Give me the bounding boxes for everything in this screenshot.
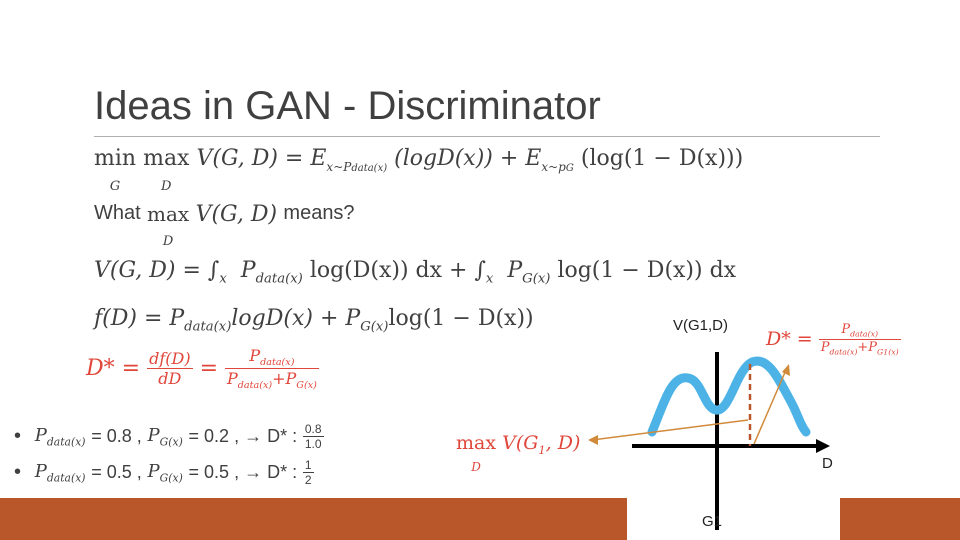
- bullet-item-2: • Pdata(x) = 0.5 , PG(x) = 0.5 , → D* : …: [14, 458, 314, 487]
- integral-lhs: V(G, D) = ∫: [94, 258, 220, 283]
- figure-dstar-num-sub: data(x): [850, 329, 879, 339]
- integral-p2-sub: G(x): [522, 271, 551, 287]
- bullet-item-1: • Pdata(x) = 0.8 , PG(x) = 0.2 , → D* : …: [14, 422, 324, 451]
- max-value-label: max D V(G1, D): [456, 432, 580, 476]
- max-value-expr-tail: , D): [545, 432, 581, 454]
- min-operator: min: [94, 146, 137, 171]
- bullet2-pg: P: [147, 460, 160, 482]
- title-divider: [94, 136, 880, 137]
- dstar-arrowhead: [782, 364, 790, 376]
- fD-equation: f(D) = Pdata(x)logD(x) + PG(x)log(1 − D(…: [94, 306, 534, 334]
- e2-subscript: x~p: [541, 160, 566, 174]
- figure-dstar-den-b-sub: G1(x): [877, 347, 899, 357]
- figure-dstar-den-plus: +P: [857, 339, 878, 355]
- bullet1-frac-den: 1.0: [304, 437, 322, 451]
- bottom-axis-label: G1: [702, 513, 722, 530]
- question-line: What max D V(G, D) means?: [94, 202, 355, 250]
- figure-dstar-den-a: P: [820, 339, 830, 355]
- figure-label-panel: [627, 495, 840, 540]
- bullet2-frac-den: 2: [304, 473, 312, 487]
- dstar-arrow: [753, 369, 787, 445]
- question-expr: V(G, D): [195, 202, 278, 227]
- max-value-expr-sub: 1: [538, 442, 546, 457]
- value-curve: [647, 356, 811, 437]
- figure-dstar-num: P: [841, 322, 851, 337]
- bullet1-eq1: = 0.8 ,: [91, 426, 142, 446]
- bullet1-pg: P: [147, 424, 160, 446]
- bullet2-eq1: = 0.5 ,: [91, 462, 142, 482]
- question-pre: What: [94, 202, 141, 224]
- bullet1-pg-sub: G(x): [159, 435, 183, 449]
- integral-t2: log(1 − D(x)) dx: [557, 258, 737, 283]
- dstar-frac2-den-a-sub: data(x): [237, 380, 273, 392]
- bullet1-frac-num: 0.8: [302, 422, 324, 437]
- dstar-frac2-num-sub: data(x): [260, 357, 295, 369]
- question-post: means?: [283, 202, 355, 224]
- slide-title: Ideas in GAN - Discriminator: [94, 84, 601, 128]
- figure-dstar-den-a-sub: data(x): [829, 347, 858, 357]
- e2-subsubscript: G: [565, 163, 574, 174]
- integral-equation: V(G, D) = ∫x Pdata(x) log(D(x)) dx + ∫x …: [94, 258, 736, 286]
- minimax-equation: min G max D V(G, D) = Ex~Pdata(x) (logD(…: [94, 146, 743, 196]
- max-operator: max: [143, 146, 190, 171]
- y-axis-label: V(G1,D): [673, 317, 728, 334]
- question-max-sub: D: [162, 234, 174, 249]
- bullet2-eq2: = 0.5 , → D* :: [188, 462, 298, 482]
- dstar-frac2-num: P: [249, 346, 261, 365]
- bullet2-pdata-sub: data(x): [46, 471, 86, 485]
- figure-dstar-label: D* = Pdata(x) Pdata(x)+PG1(x): [766, 322, 901, 356]
- question-max: max: [147, 202, 190, 226]
- dstar-frac1-num: df(D): [147, 349, 193, 370]
- max-subscript: D: [161, 179, 172, 194]
- bullet2-frac-num: 1: [302, 458, 314, 473]
- integral-p1: P: [240, 258, 256, 283]
- integral2-sub: x: [485, 271, 494, 287]
- dstar-lhs: D* =: [86, 356, 141, 382]
- bullet2-pdata: P: [34, 460, 47, 482]
- integral-p2: P: [507, 258, 523, 283]
- integral-p1-sub: data(x): [255, 271, 303, 287]
- max-value-op: max: [456, 432, 497, 454]
- fD-p2-sub: G(x): [360, 319, 389, 335]
- fD-t1: logD(x) + P: [231, 306, 361, 331]
- integral-t1: log(D(x)) dx + ∫: [309, 258, 486, 283]
- max-value-sub: D: [471, 460, 481, 474]
- bullet-dot: •: [14, 461, 22, 483]
- dstar-frac1-den: dD: [158, 369, 182, 389]
- e1-subsubscript: data(x): [351, 163, 388, 174]
- max-arrowhead: [588, 435, 598, 445]
- fD-t2: log(1 − D(x)): [388, 306, 534, 331]
- bullet-dot: •: [14, 425, 22, 447]
- fD-p1-sub: data(x): [184, 319, 232, 335]
- min-subscript: G: [109, 179, 121, 194]
- bullet1-eq2: = 0.2 , → D* :: [188, 426, 298, 446]
- x-axis-arrowhead: [816, 439, 830, 453]
- bullet1-pdata-sub: data(x): [46, 435, 86, 449]
- max-value-expr: V(G: [502, 432, 539, 454]
- integral1-sub: x: [219, 271, 227, 287]
- dstar-equation: D* = df(D) dD = Pdata(x) Pdata(x)+PG(x): [86, 346, 319, 391]
- e1-subscript: x~P: [326, 160, 352, 174]
- bullet1-pdata: P: [34, 424, 47, 446]
- minimax-tail: (log(1 − D(x))): [580, 146, 744, 171]
- minimax-body: V(G, D) = E: [196, 146, 327, 171]
- bullet2-pg-sub: G(x): [159, 471, 183, 485]
- fD-lhs: f(D) = P: [94, 306, 185, 331]
- x-axis-label: D: [822, 455, 833, 472]
- dstar-frac2-den-plus: +P: [272, 369, 297, 389]
- dstar-frac2-den-b-sub: G(x): [296, 380, 317, 392]
- max-arrow: [591, 419, 749, 441]
- minimax-mid: (logD(x)) + E: [394, 146, 542, 171]
- figure-dstar-lhs: D* =: [766, 328, 813, 351]
- dstar-eq: =: [199, 356, 218, 382]
- dstar-frac2-den-a: P: [227, 369, 238, 389]
